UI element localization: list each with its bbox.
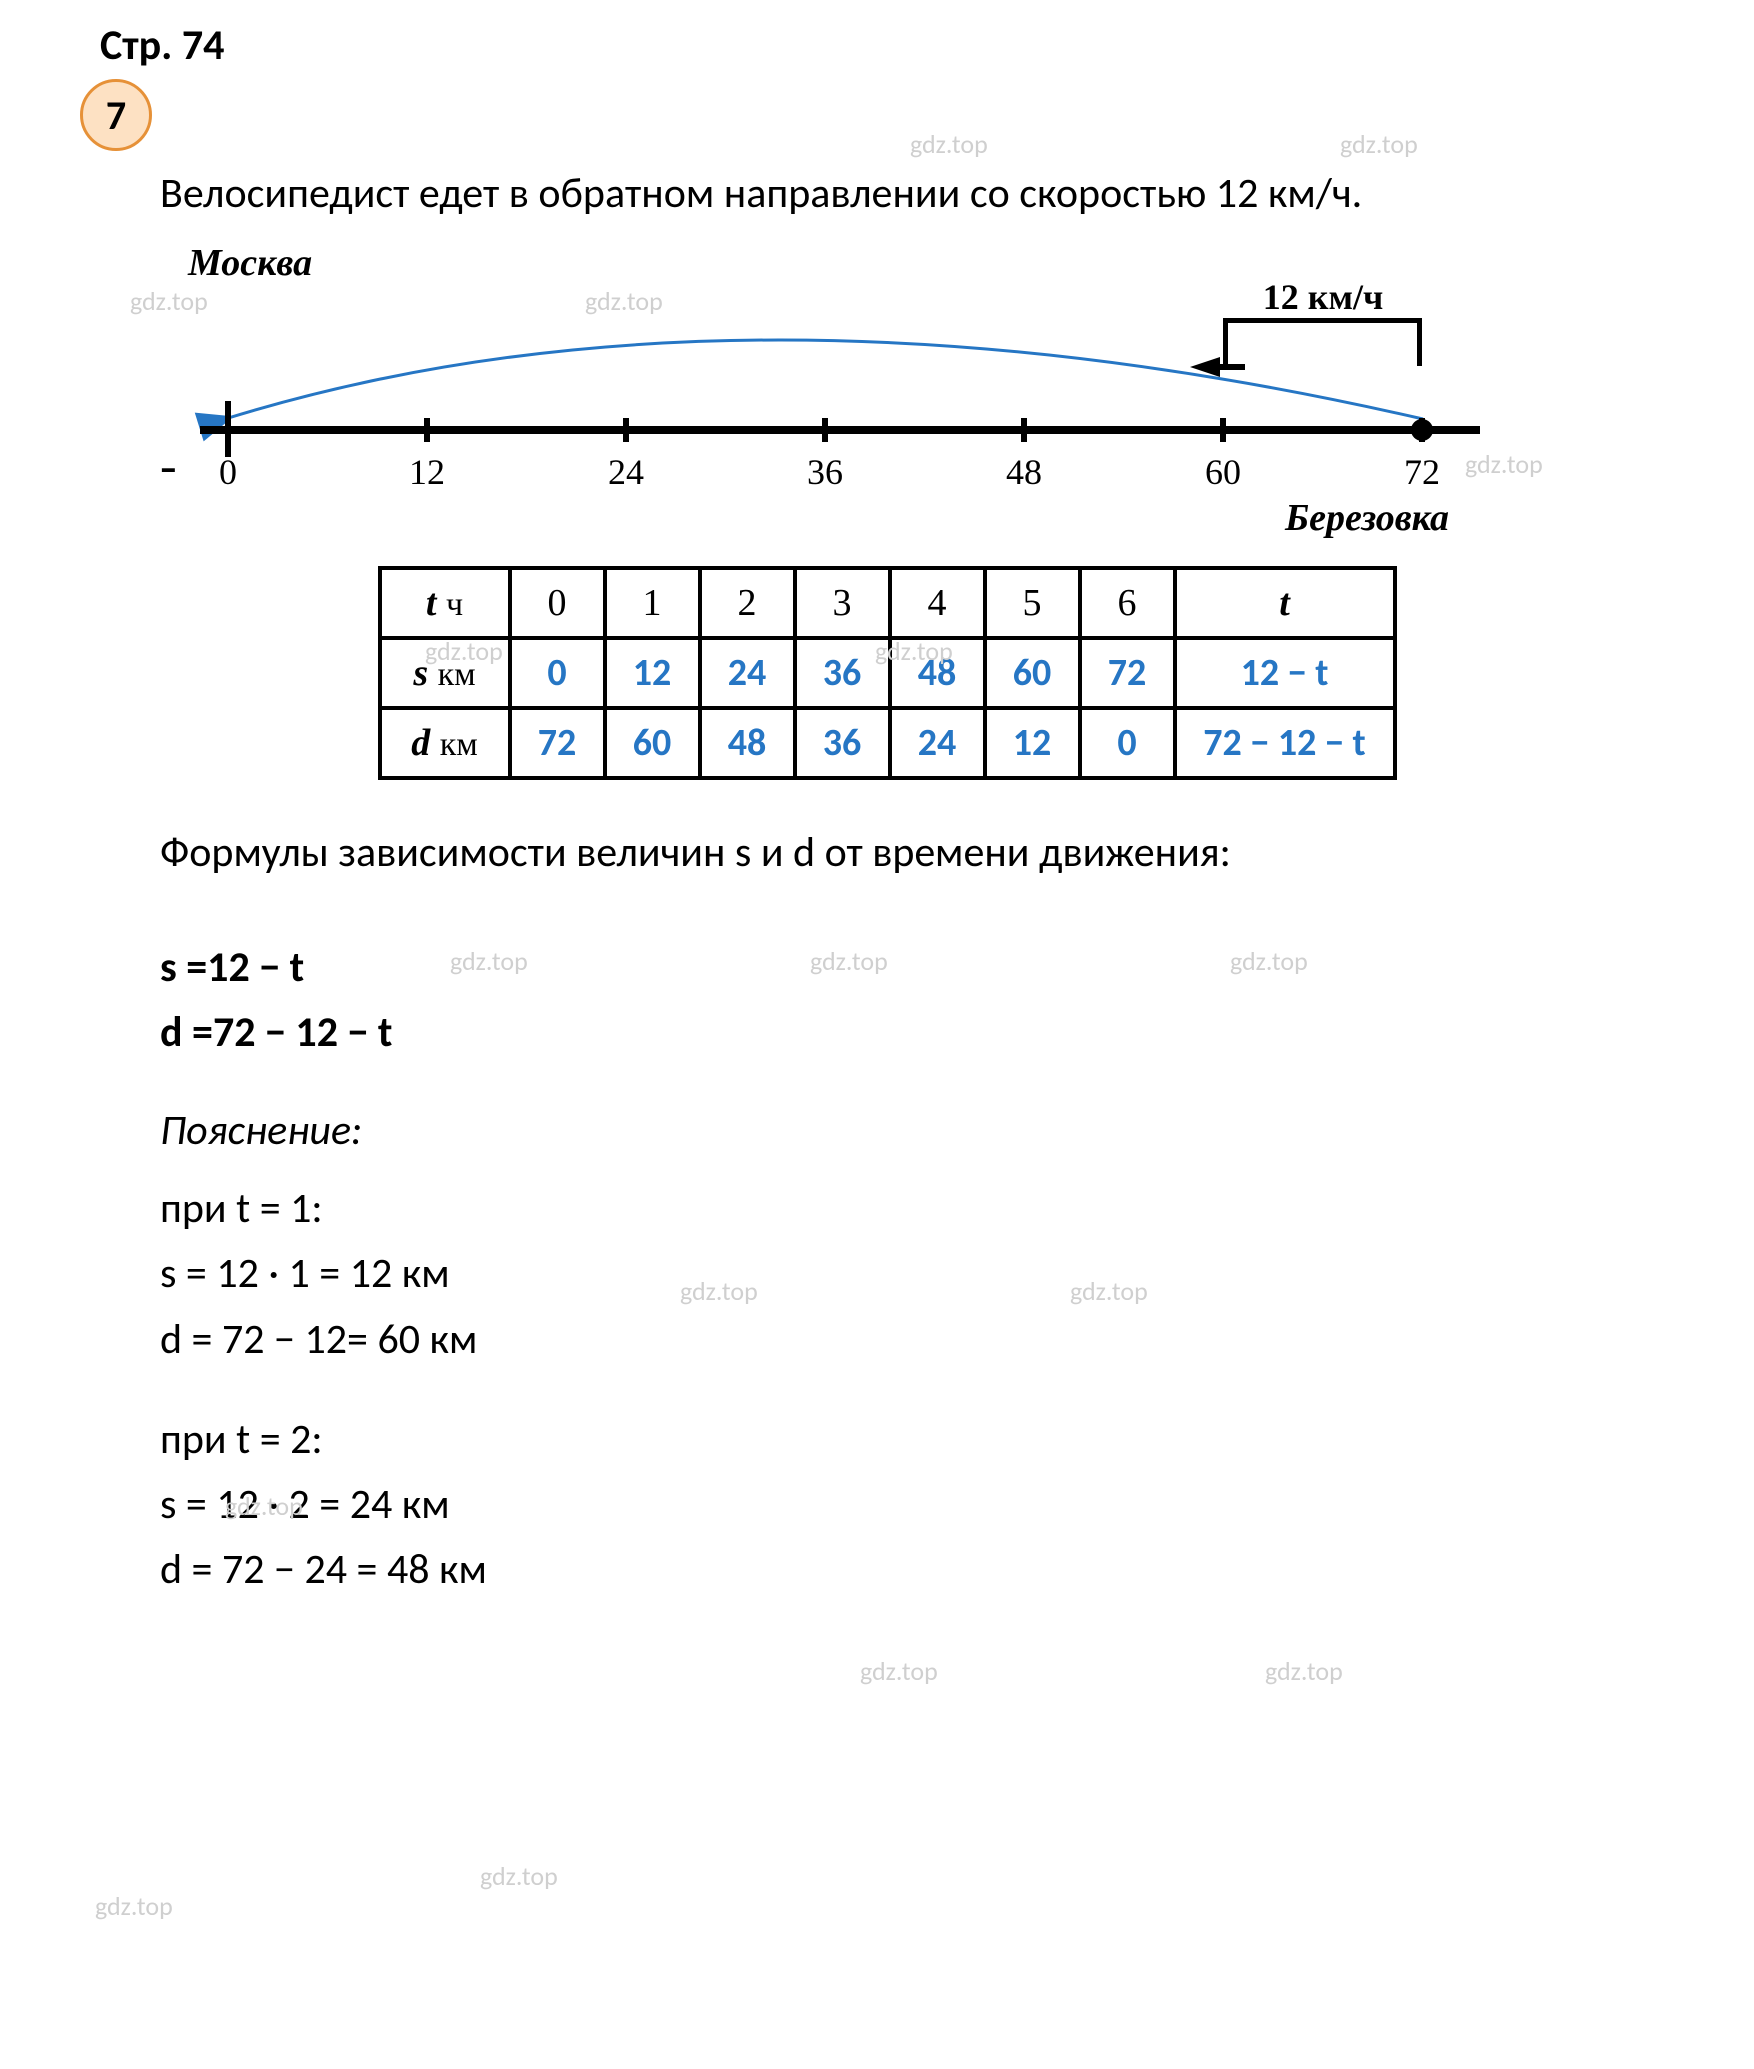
table-cell: 72 [1080,638,1175,708]
tick-label: 0 [219,451,237,493]
table-row: s км012243648607212 − t [380,638,1395,708]
calcs-container: при t = 1:s = 12 · 1 = 12 кмd = 72 − 12=… [100,1176,1674,1602]
table-cell: 60 [985,638,1080,708]
watermark: gdz.top [910,128,988,160]
tick-label: 12 [409,451,445,493]
calc-line: s = 12 · 2 = 24 км [160,1472,1674,1537]
intro-text: Велосипедист едет в обратном направлении… [100,161,1674,226]
axis-line [200,426,1480,434]
row-header: s км [380,638,510,708]
axis-tick [1220,418,1226,442]
table-cell: 60 [605,708,700,778]
formula-s: s =12 − t [160,935,1674,1000]
table-cell: 1 [605,568,700,638]
table-cell: 12 [605,638,700,708]
axis-tick [424,418,430,442]
row-header: d км [380,708,510,778]
tick-label: 48 [1006,451,1042,493]
table-cell: 48 [700,708,795,778]
page-number: Стр. 74 [100,20,1674,71]
table-cell: 24 [700,638,795,708]
calc-condition: при t = 1: [160,1176,1674,1241]
table-cell: 24 [890,708,985,778]
table-cell: 3 [795,568,890,638]
axis-tick [822,418,828,442]
table-row: t ч0123456t [380,568,1395,638]
watermark: gdz.top [1265,1655,1343,1687]
explain-label: Пояснение: [160,1105,1674,1156]
formula-d: d =72 − 12 − t [160,1000,1674,1065]
table-cell: 72 [510,708,605,778]
calc-line: d = 72 − 24 = 48 км [160,1537,1674,1602]
table-cell: 12 − t [1175,638,1395,708]
table-row: d км726048362412072 − 12 − t [380,708,1395,778]
end-dot [1411,419,1433,441]
table-cell: 36 [795,708,890,778]
calc-block: при t = 1:s = 12 · 1 = 12 кмd = 72 − 12=… [160,1176,1674,1371]
table-cell: 0 [1080,708,1175,778]
data-table: t ч0123456ts км012243648607212 − td км72… [378,566,1397,780]
row-header: t ч [380,568,510,638]
calc-condition: при t = 2: [160,1407,1674,1472]
tick-label: 36 [807,451,843,493]
formula-block: s =12 − t d =72 − 12 − t [160,935,1674,1065]
calc-line: s = 12 · 1 = 12 км [160,1241,1674,1306]
table-cell: 12 [985,708,1080,778]
city-end-label: Березовка [1285,496,1449,540]
tick-label: 24 [608,451,644,493]
table-cell: 48 [890,638,985,708]
city-start-label: Москва [188,241,312,285]
watermark: gdz.top [1340,128,1418,160]
axis-tick [1021,418,1027,442]
table-cell: 0 [510,568,605,638]
formula-intro: Формулы зависимости величин s и d от вре… [100,820,1674,885]
table-cell: 6 [1080,568,1175,638]
speed-label: 12 км/ч [1263,276,1384,318]
watermark: gdz.top [860,1655,938,1687]
tick-label: 72 [1404,451,1440,493]
axis-tick [623,418,629,442]
table-cell: t [1175,568,1395,638]
calc-block: при t = 2:s = 12 · 2 = 24 кмd = 72 − 24 … [160,1407,1674,1602]
table-cell: 72 − 12 − t [1175,708,1395,778]
table-cell: 2 [700,568,795,638]
tick-label: 60 [1205,451,1241,493]
calc-line: d = 72 − 12= 60 км [160,1307,1674,1372]
axis-dash: - [160,436,177,494]
origin-tick [225,401,231,457]
watermark: gdz.top [480,1860,558,1892]
number-line-diagram: Москва 12 км/ч - 0122436486072 Березовка [80,246,1600,536]
watermark: gdz.top [95,1890,173,1922]
table-cell: 36 [795,638,890,708]
table-cell: 0 [510,638,605,708]
speed-arrowhead [1190,354,1240,384]
table-cell: 5 [985,568,1080,638]
problem-badge: 7 [80,79,152,151]
table-cell: 4 [890,568,985,638]
